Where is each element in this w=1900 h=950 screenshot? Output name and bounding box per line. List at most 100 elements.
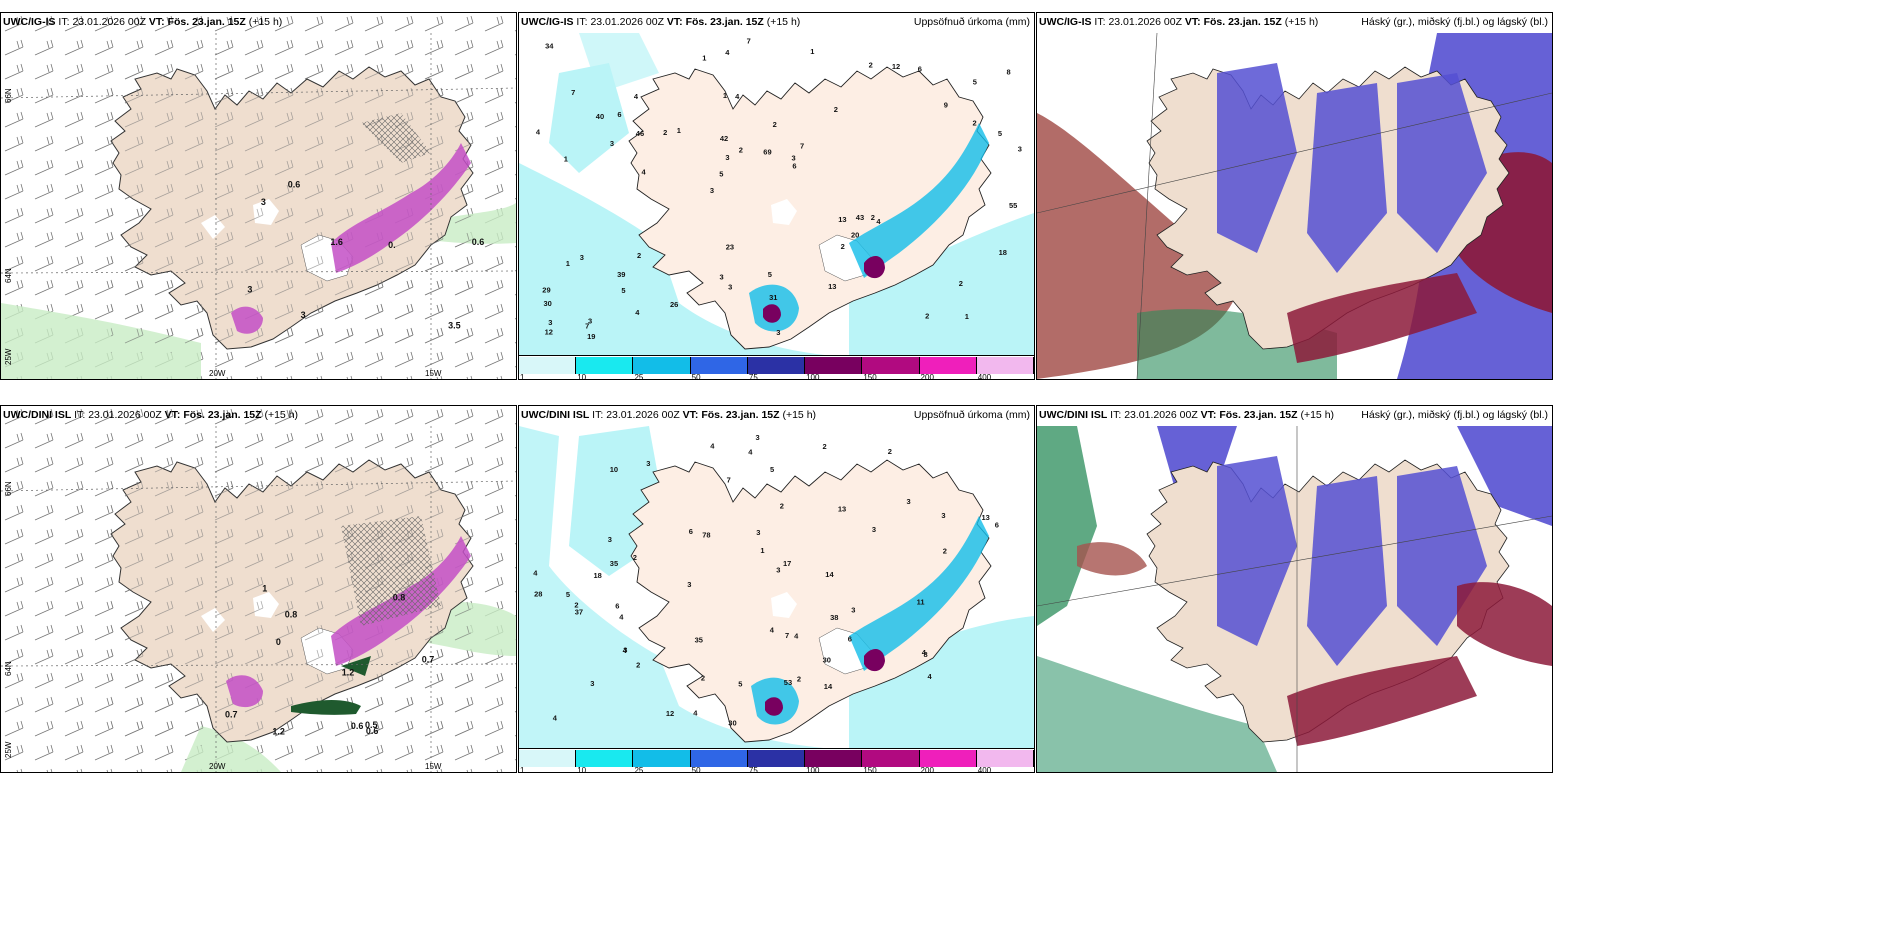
colorbar-tick: 1 (520, 766, 525, 773)
precip-value: 69 (763, 148, 771, 157)
precip-value: 3 (725, 153, 729, 162)
precip-map: 3233724333536330444441447171222233224837… (519, 426, 1034, 750)
precip-value: 6 (918, 65, 922, 74)
precip-value: 3 (548, 318, 552, 327)
precip-value: 4 (635, 308, 640, 317)
precip-value: 4 (533, 568, 538, 577)
precip-value: 3 (608, 535, 612, 544)
precip-value: 31 (769, 293, 777, 302)
precip-value: 3 (590, 679, 594, 688)
precip-values: 3233724333536330444441447171222233224837… (533, 433, 999, 728)
precip-value: 35 (695, 635, 703, 644)
precip-value: 3 (1018, 145, 1022, 154)
precip-value: 4 (634, 92, 639, 101)
precip-value: 4 (693, 708, 698, 717)
colorbar-tick: 25 (634, 373, 644, 380)
precip-value: 6 (792, 162, 796, 171)
precip-value: 29 (542, 285, 550, 294)
precip-value: 3 (623, 645, 627, 654)
cloud-map (1037, 13, 1552, 379)
cloud-map-panel-dini[interactable]: UWC/DINI ISL IT: 23.01.2026 00Z VT: Fös.… (1036, 405, 1553, 773)
wind-label: 1.2 (272, 727, 285, 737)
wind-labels: 0.6 0.6 1.6 3.5 3 3 0. 3 (247, 180, 484, 331)
precip-value: 4 (748, 447, 753, 456)
colorbar-tick: 50 (691, 373, 701, 380)
wind-map-panel-dini[interactable]: UWC/DINI ISL IT: 23.01.2026 00Z VT: Fös.… (0, 405, 517, 773)
colorbar-segment (805, 750, 863, 767)
precip-value: 4 (710, 442, 715, 451)
precip-value: 2 (823, 442, 827, 451)
precip-value: 3 (728, 283, 732, 292)
cloud-map-panel-igis[interactable]: UWC/IG-IS IT: 23.01.2026 00Z VT: Fös. 23… (1036, 12, 1553, 380)
precip-value: 3 (646, 459, 650, 468)
precip-value: 5 (566, 590, 570, 599)
wind-map: 0.6 0.6 1.6 3.5 3 3 0. 3 (1, 13, 516, 379)
wind-label: 1.6 (330, 237, 343, 247)
precip-value: 2 (701, 673, 705, 682)
precip-value: 5 (768, 270, 772, 279)
lat-label-66n: 66N (4, 88, 13, 103)
precip-value: 14 (825, 570, 834, 579)
precip-map-panel-igis[interactable]: UWC/IG-IS IT: 23.01.2026 00Z VT: Fös. 23… (518, 12, 1035, 380)
precip-value: 3 (756, 528, 760, 537)
colorbar-tick: 25 (634, 766, 644, 773)
panel-header: UWC/IG-IS IT: 23.01.2026 00Z VT: Fös. 23… (1039, 16, 1319, 28)
precip-map: 1153231231305474743132533422222323245333… (519, 33, 1034, 357)
colorbar-segment (576, 357, 634, 374)
precip-value: 4 (623, 646, 628, 655)
precip-value: 40 (596, 112, 604, 121)
panel-header: UWC/IG-IS IT: 23.01.2026 00Z VT: Fös. 23… (521, 16, 801, 28)
precip-map-panel-dini[interactable]: UWC/DINI ISL IT: 23.01.2026 00Z VT: Fös.… (518, 405, 1035, 773)
precip-value: 42 (720, 134, 728, 143)
precip-value: 2 (636, 661, 640, 670)
precip-value: 1 (566, 259, 570, 268)
precip-value: 3 (720, 273, 724, 282)
colorbar-segment (976, 357, 1034, 374)
precip-value: 2 (943, 547, 947, 556)
precip-value: 3 (776, 566, 780, 575)
cloud-legend: Háský (gr.), miðský (fj.bl.) og lágský (… (1361, 16, 1548, 28)
precip-value: 2 (871, 213, 875, 222)
precip-value: 2 (888, 447, 892, 456)
precip-value: 78 (702, 530, 710, 539)
precip-value: 3 (610, 139, 614, 148)
wind-label: 0.6 (472, 237, 485, 247)
wind-label: 3 (247, 284, 252, 294)
colorbar-segment (747, 750, 806, 767)
lat-label-64n: 64N (4, 661, 13, 676)
precip-value: 12 (666, 709, 674, 718)
precip-value: 12 (545, 327, 553, 336)
precip-value: 2 (869, 61, 873, 70)
colorbar-segment (747, 357, 806, 374)
cloud-legend: Háský (gr.), miðský (fj.bl.) og lágský (… (1361, 409, 1548, 421)
precip-value: 6 (689, 527, 693, 536)
precip-value: 2 (959, 279, 963, 288)
precip-value: 5 (998, 129, 1002, 138)
colorbar-segment (519, 357, 577, 374)
colorbar-tick: 10 (577, 766, 587, 773)
precip-value: 12 (892, 62, 900, 71)
wind-map-panel-igis[interactable]: UWC/IG-IS IT: 23.01.2026 00Z VT: Fös. 23… (0, 12, 517, 380)
precip-value: 14 (824, 682, 833, 691)
panel-header: UWC/IG-IS IT: 23.01.2026 00Z VT: Fös. 23… (3, 16, 283, 28)
panel-header: UWC/DINI ISL IT: 23.01.2026 00Z VT: Fös.… (1039, 409, 1335, 421)
precip-value: 34 (545, 42, 554, 51)
precip-value: 2 (773, 120, 777, 129)
precip-value: 10 (610, 465, 618, 474)
precip-value: 1 (564, 154, 568, 163)
precip-value: 39 (617, 270, 625, 279)
colorbar-segment (976, 750, 1034, 767)
precip-value: 2 (637, 251, 641, 260)
precip-colorbar: 1 10 25 50 75 100 150 200 400 (519, 748, 1034, 773)
colorbar-tick: 100 (806, 766, 820, 773)
precip-value: 3 (687, 580, 691, 589)
precip-value: 30 (544, 299, 552, 308)
lat-label-25w: 25W (4, 741, 13, 758)
colorbar-segment (633, 750, 691, 767)
precip-title: Uppsöfnuð úrkoma (mm) (913, 409, 1030, 421)
precip-value: 35 (610, 559, 618, 568)
wind-label: 0.5 (365, 720, 378, 730)
colorbar-tick: 400 (977, 373, 992, 380)
precip-value: 5 (770, 465, 774, 474)
precip-value: 1 (965, 312, 969, 321)
